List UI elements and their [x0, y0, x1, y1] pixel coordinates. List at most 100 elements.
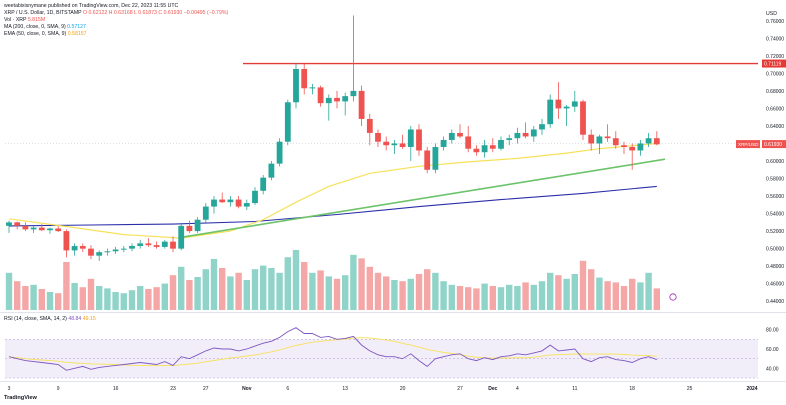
candle[interactable] [186, 220, 193, 233]
candle[interactable] [235, 196, 242, 209]
candle[interactable] [596, 134, 603, 154]
candle[interactable] [645, 132, 652, 147]
candle[interactable] [473, 145, 480, 156]
candle[interactable] [252, 187, 258, 205]
candle-body [293, 68, 299, 103]
candle[interactable] [153, 241, 160, 249]
candle[interactable] [489, 138, 496, 153]
candle[interactable] [375, 129, 381, 147]
candle[interactable] [170, 236, 176, 253]
candle-body [227, 199, 234, 203]
candle[interactable] [465, 125, 472, 153]
candle[interactable] [629, 143, 636, 170]
candle[interactable] [227, 196, 234, 207]
candle[interactable] [481, 139, 488, 158]
candle[interactable] [71, 243, 78, 256]
price-axis[interactable]: USD 0.76000 0.74000 0.72000 0.70000 0.68000 0.… [0, 11, 786, 382]
candle[interactable] [6, 220, 12, 233]
candle[interactable] [637, 139, 644, 156]
candle[interactable] [137, 239, 144, 249]
candle[interactable] [416, 124, 422, 156]
candle[interactable] [88, 245, 94, 260]
candle[interactable] [276, 138, 283, 167]
candle[interactable] [653, 131, 660, 146]
candle[interactable] [178, 224, 185, 251]
candle[interactable] [399, 134, 406, 149]
candle[interactable] [325, 94, 332, 121]
candle[interactable] [555, 82, 562, 119]
candle[interactable] [38, 224, 45, 232]
candle[interactable] [120, 246, 127, 253]
candle[interactable] [448, 129, 455, 144]
last-price-tag[interactable] [762, 140, 786, 149]
candle[interactable] [432, 143, 439, 174]
candle[interactable] [243, 199, 250, 211]
legend-symbol[interactable]: XRP / U.S. Dollar, 1D, BITSTAMP [4, 10, 82, 16]
candle[interactable] [47, 227, 53, 234]
candle[interactable] [317, 85, 324, 107]
candle[interactable] [260, 175, 267, 195]
candle[interactable] [145, 238, 152, 247]
candle[interactable] [301, 62, 308, 95]
rsi-legend-row[interactable]: RSI (14, close, SMA, 14, 2) 48.84 49.15 [4, 316, 96, 322]
candle[interactable] [350, 15, 357, 102]
candle[interactable] [55, 225, 62, 232]
candle[interactable] [506, 134, 513, 146]
candle[interactable] [129, 243, 135, 252]
candle[interactable] [580, 99, 586, 140]
candle[interactable] [457, 124, 463, 139]
candle[interactable] [219, 192, 226, 204]
candle[interactable] [268, 161, 275, 181]
candle[interactable] [14, 221, 21, 230]
candle[interactable] [63, 229, 70, 258]
legend-ema-row[interactable]: EMA (50, close, 0, SMA, 9) 0.58157 [4, 31, 87, 37]
tradingview-logo[interactable]: TradingView [4, 395, 37, 401]
candle[interactable] [604, 124, 611, 142]
candle[interactable] [161, 239, 168, 249]
candle[interactable] [112, 246, 119, 254]
candle[interactable] [366, 113, 373, 146]
candle[interactable] [498, 136, 504, 151]
candle[interactable] [309, 83, 316, 95]
symbol-tag[interactable] [736, 140, 760, 149]
candle-body [268, 163, 275, 178]
candle[interactable] [621, 141, 627, 154]
candle[interactable] [383, 136, 390, 151]
candle[interactable] [514, 127, 521, 144]
candle[interactable] [391, 139, 398, 154]
candle[interactable] [293, 62, 299, 109]
candle-body [530, 129, 537, 137]
candle[interactable] [79, 243, 86, 253]
candle[interactable] [563, 104, 570, 126]
candle-body [416, 129, 422, 151]
candle[interactable] [358, 85, 365, 126]
candle[interactable] [342, 92, 349, 116]
candle[interactable] [530, 125, 537, 142]
candle[interactable] [571, 90, 578, 112]
candle[interactable] [522, 122, 529, 139]
candle[interactable] [284, 99, 291, 146]
candle[interactable] [547, 94, 554, 128]
trendline[interactable] [181, 158, 666, 239]
symbol-tag-text: XRP/USD [738, 142, 759, 147]
legend-volume-row[interactable]: Vol · XRP 5.815M [4, 17, 45, 23]
legend-ma-row[interactable]: MA (200, close, 0, SMA, 9) 0.57127 [4, 24, 86, 30]
candle[interactable] [407, 125, 414, 161]
candle[interactable] [104, 248, 111, 256]
candle[interactable] [334, 90, 340, 109]
candle[interactable] [211, 196, 217, 214]
resistance-price-tag[interactable] [762, 59, 786, 68]
candle[interactable] [440, 136, 447, 151]
candle[interactable] [30, 225, 37, 233]
alert-icon[interactable] [669, 293, 677, 301]
time-axis[interactable]: 3 9 16 23 27 Nov 6 13 20 27 Dec 4 11 18 25 2024 [8, 386, 758, 392]
candle[interactable] [202, 203, 209, 223]
candle[interactable] [22, 222, 29, 232]
candles[interactable] [6, 15, 660, 261]
candle[interactable] [539, 118, 545, 135]
candle[interactable] [588, 129, 595, 151]
candle[interactable] [96, 250, 103, 261]
candle[interactable] [194, 217, 201, 233]
candle[interactable] [612, 131, 619, 149]
candle[interactable] [424, 146, 431, 174]
